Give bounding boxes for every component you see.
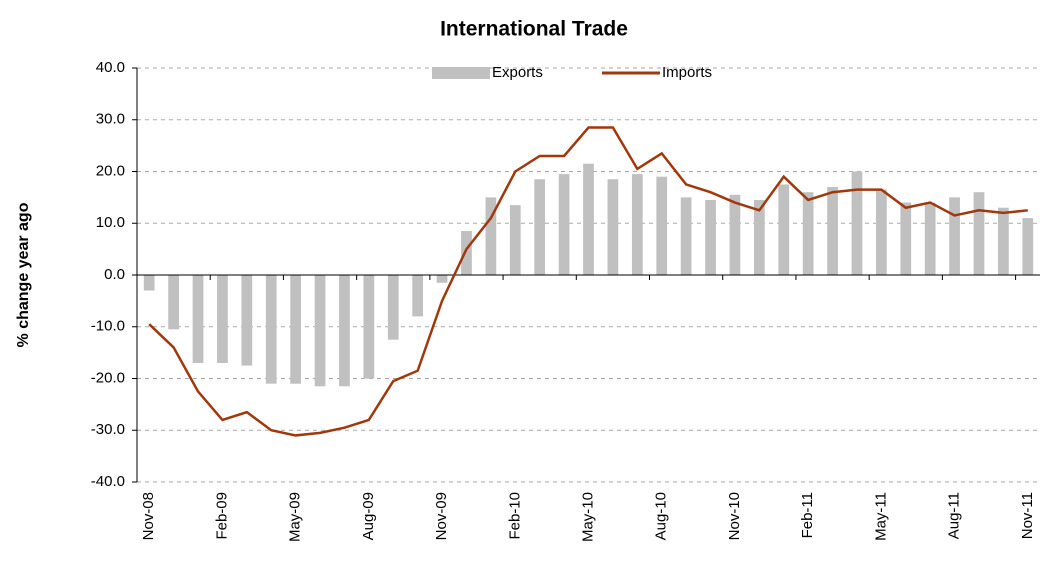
line (148, 126, 1028, 437)
x-tick-label: Nov-10 (726, 492, 743, 540)
bar (753, 199, 765, 275)
bar (387, 275, 399, 340)
bar (583, 163, 594, 275)
bar (802, 192, 814, 275)
x-tick-label: May-10 (579, 492, 596, 542)
bar (705, 199, 716, 275)
x-tick-label: Aug-10 (653, 492, 670, 540)
y-tick-label: -30.0 (91, 421, 125, 438)
y-tick-label: -40.0 (91, 473, 125, 490)
x-tick-label: Aug-11 (946, 492, 963, 539)
bar (680, 197, 692, 275)
y-tick-label: 40.0 (96, 59, 125, 76)
y-axis-label: % change year ago (15, 202, 32, 347)
bar (900, 202, 912, 275)
y-tick-label: 0.0 (104, 266, 125, 283)
bar (973, 192, 985, 275)
y-tick-label: -20.0 (91, 369, 125, 386)
bar (534, 179, 546, 275)
y-tick-label: 20.0 (96, 162, 125, 179)
x-tick-label: Nov-09 (433, 492, 450, 540)
x-tick-label: Feb-11 (799, 492, 816, 538)
legend-swatch (432, 67, 490, 79)
x-tick-label: Nov-08 (140, 492, 157, 540)
bar (461, 231, 472, 275)
bar (265, 275, 277, 384)
x-tick-label: Feb-10 (506, 492, 523, 540)
bar (778, 184, 790, 275)
bar (509, 205, 521, 275)
x-tick-label: Nov-11 (1019, 492, 1036, 539)
bar (924, 202, 936, 275)
x-tick-label: Aug-09 (360, 492, 377, 540)
bar (143, 275, 155, 291)
y-tick-label: 30.0 (96, 111, 125, 128)
bar (631, 174, 643, 275)
bar (290, 275, 302, 384)
bar (998, 207, 1009, 275)
bar (875, 189, 887, 275)
x-tick-label: May-09 (287, 492, 304, 542)
legend-label: Exports (492, 64, 543, 81)
bar (949, 197, 960, 275)
bar (241, 275, 253, 366)
bar (558, 174, 570, 275)
legend-label: Imports (662, 64, 712, 81)
bar (1022, 218, 1034, 275)
bar (412, 275, 424, 317)
bar (339, 275, 350, 387)
bar (436, 275, 448, 283)
bar (607, 179, 619, 275)
bar (168, 275, 179, 330)
bar (656, 176, 668, 275)
bar (314, 275, 326, 387)
x-tick-label: May-11 (872, 492, 889, 541)
bar (217, 275, 228, 363)
bar (192, 275, 204, 363)
bar (485, 197, 497, 275)
chart-title: International Trade (440, 18, 628, 41)
x-tick-label: Feb-09 (213, 492, 230, 540)
bar (827, 187, 838, 275)
y-tick-label: 10.0 (96, 214, 125, 231)
bar (363, 275, 375, 379)
bar (851, 171, 863, 275)
y-tick-label: -10.0 (91, 318, 125, 335)
bar (729, 194, 741, 275)
